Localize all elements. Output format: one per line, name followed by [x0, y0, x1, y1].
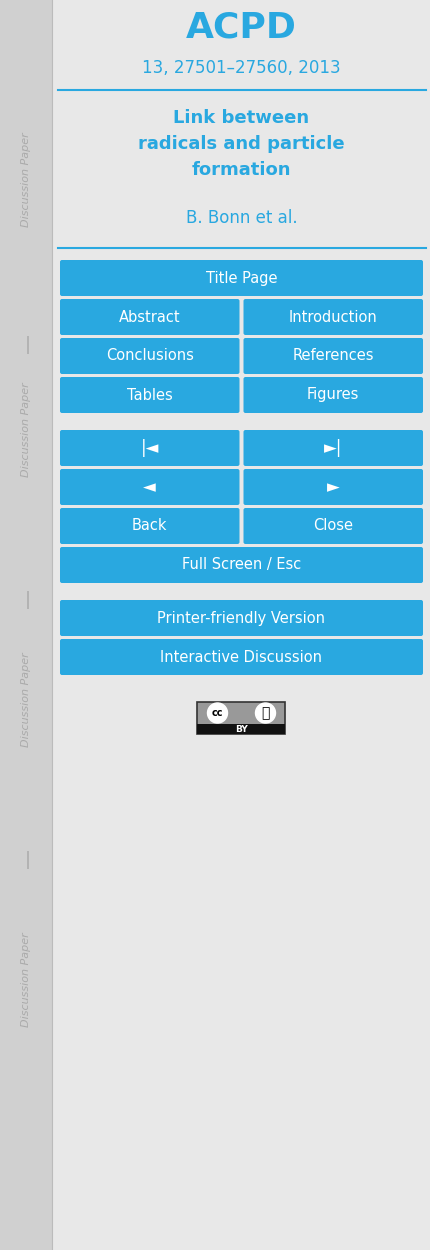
FancyBboxPatch shape [60, 639, 422, 675]
FancyBboxPatch shape [243, 338, 422, 374]
Text: cc: cc [211, 707, 223, 717]
Text: ACPD: ACPD [186, 11, 296, 45]
Text: |: | [25, 336, 31, 354]
Text: Interactive Discussion: Interactive Discussion [160, 650, 322, 665]
Text: Printer-friendly Version: Printer-friendly Version [157, 610, 325, 625]
FancyBboxPatch shape [60, 469, 239, 505]
Text: |: | [25, 851, 31, 869]
Text: ►: ► [326, 478, 339, 496]
Bar [197, 724, 285, 734]
Text: Introduction: Introduction [288, 310, 377, 325]
Text: Figures: Figures [306, 388, 359, 402]
Text: B. Bonn et al.: B. Bonn et al. [185, 209, 297, 227]
Text: Close: Close [313, 519, 353, 534]
Text: Abstract: Abstract [119, 310, 180, 325]
Text: Discussion Paper: Discussion Paper [21, 652, 31, 748]
Text: Discussion Paper: Discussion Paper [21, 132, 31, 228]
Bar [0, 0, 52, 1250]
Text: Discussion Paper: Discussion Paper [21, 932, 31, 1028]
Text: Link between: Link between [173, 109, 309, 127]
FancyBboxPatch shape [60, 260, 422, 296]
Circle shape [207, 703, 227, 722]
Text: radicals and particle: radicals and particle [138, 135, 344, 152]
Text: ►|: ►| [323, 439, 342, 458]
Text: |◄: |◄ [140, 439, 159, 458]
FancyBboxPatch shape [60, 508, 239, 544]
FancyBboxPatch shape [60, 430, 239, 466]
Bar [197, 703, 285, 734]
Text: formation: formation [191, 161, 291, 179]
FancyBboxPatch shape [60, 600, 422, 636]
Text: Title Page: Title Page [205, 270, 276, 285]
Text: Back: Back [132, 519, 167, 534]
FancyBboxPatch shape [243, 469, 422, 505]
Text: |: | [25, 591, 31, 609]
Text: BY: BY [235, 725, 247, 734]
FancyBboxPatch shape [243, 508, 422, 544]
FancyBboxPatch shape [243, 378, 422, 412]
FancyBboxPatch shape [243, 299, 422, 335]
FancyBboxPatch shape [243, 430, 422, 466]
Text: Conclusions: Conclusions [106, 349, 193, 364]
FancyBboxPatch shape [60, 338, 239, 374]
FancyBboxPatch shape [60, 548, 422, 582]
Circle shape [255, 703, 275, 722]
Text: Discussion Paper: Discussion Paper [21, 382, 31, 478]
Text: ◄: ◄ [143, 478, 156, 496]
FancyBboxPatch shape [60, 299, 239, 335]
Text: ⓘ: ⓘ [261, 706, 269, 720]
Text: Full Screen / Esc: Full Screen / Esc [181, 558, 301, 572]
Text: 13, 27501–27560, 2013: 13, 27501–27560, 2013 [142, 59, 340, 78]
Text: References: References [292, 349, 373, 364]
Text: Tables: Tables [126, 388, 172, 402]
FancyBboxPatch shape [60, 378, 239, 412]
